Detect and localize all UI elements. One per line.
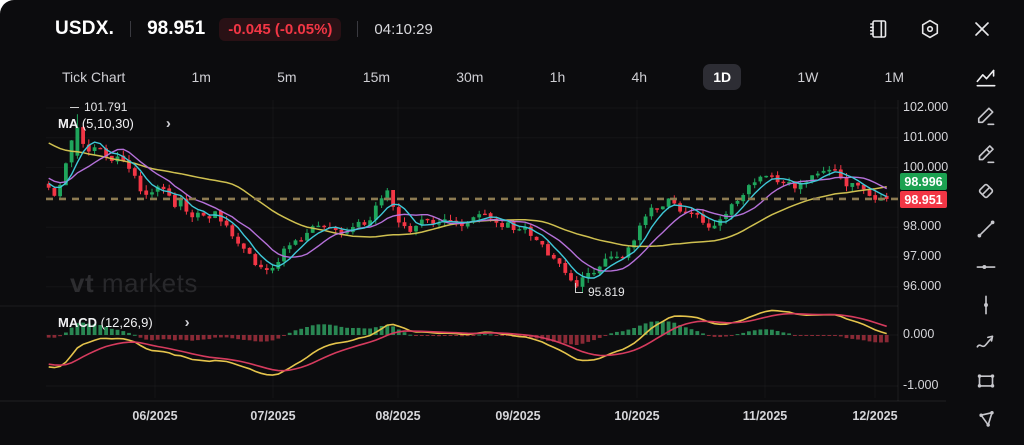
header-actions xyxy=(866,17,994,41)
divider xyxy=(357,21,359,37)
high-annotation: 101.791 xyxy=(70,100,127,114)
trend-line-icon[interactable] xyxy=(973,216,999,242)
tab-1m[interactable]: 1M xyxy=(884,69,904,85)
symbol-name: USDX. xyxy=(55,18,115,39)
journal-icon[interactable] xyxy=(866,17,890,41)
tab-tick-chart[interactable]: Tick Chart xyxy=(62,69,126,85)
wave-arrow-icon[interactable] xyxy=(973,330,999,356)
broker-watermark: vt markets xyxy=(70,268,198,298)
ma-indicator-label[interactable]: MA (5,10,30) xyxy=(58,116,171,131)
price-change-badge: -0.045 (-0.05%) xyxy=(219,17,342,41)
tab-1w[interactable]: 1W xyxy=(797,69,819,85)
rectangle-icon[interactable] xyxy=(973,368,999,394)
low-annotation: 95.819 xyxy=(575,283,625,299)
marker-icon[interactable] xyxy=(973,140,999,166)
tab-30m[interactable]: 30m xyxy=(456,69,484,85)
price-chart-canvas[interactable] xyxy=(0,96,948,445)
last-price: 98.951 xyxy=(147,18,206,39)
macd-line xyxy=(48,309,887,376)
tab-1d[interactable]: 1D xyxy=(703,64,742,90)
tab-15m[interactable]: 15m xyxy=(362,69,391,85)
header: USDX. 98.951 -0.045 (-0.05%) 04:10:29 xyxy=(0,0,1024,58)
timeframe-tabs: Tick Chart 1m 5m 15m 30m 1h 4h 1D 1W 1M xyxy=(0,58,948,96)
close-icon[interactable] xyxy=(970,17,994,41)
vertical-line-icon[interactable] xyxy=(973,292,999,318)
tab-1m[interactable]: 1m xyxy=(191,69,211,85)
chart-area[interactable]: vt markets MA (5,10,30) MACD (12,26,9) 1… xyxy=(0,96,948,445)
chevron-right-icon[interactable] xyxy=(166,116,171,131)
tick-mark xyxy=(70,106,79,108)
tab-4h[interactable]: 4h xyxy=(631,69,648,85)
drawing-toolbar xyxy=(948,58,1024,445)
session-clock: 04:10:29 xyxy=(374,20,433,38)
tab-1h[interactable]: 1h xyxy=(549,69,566,85)
chevron-right-icon[interactable] xyxy=(185,315,190,330)
candlestick-series xyxy=(46,114,889,293)
polygon-icon[interactable] xyxy=(973,406,999,432)
divider xyxy=(130,21,132,37)
last-price-badge: 98.951 xyxy=(900,191,947,208)
macd-indicator-label[interactable]: MACD (12,26,9) xyxy=(58,315,190,330)
eraser-icon[interactable] xyxy=(973,178,999,204)
horizontal-line-icon[interactable] xyxy=(973,254,999,280)
bid-price-badge: 98.996 xyxy=(900,173,947,190)
pencil-icon[interactable] xyxy=(973,102,999,128)
tick-mark xyxy=(575,283,583,293)
ma5-line xyxy=(48,141,887,279)
settings-icon[interactable] xyxy=(918,17,942,41)
signal-line xyxy=(48,312,887,372)
chart-type-icon[interactable] xyxy=(973,64,999,90)
tab-5m[interactable]: 5m xyxy=(277,69,297,85)
